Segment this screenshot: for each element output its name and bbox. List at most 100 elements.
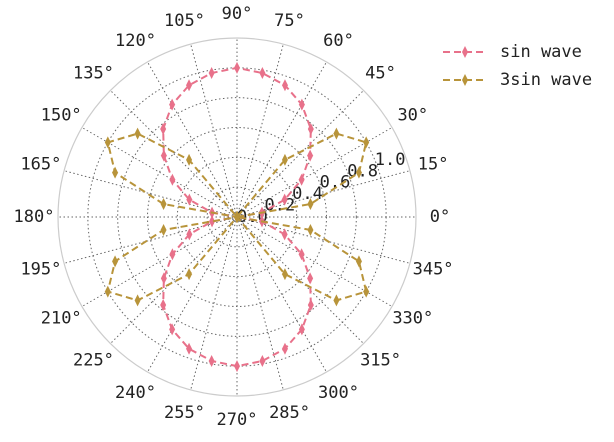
x-tick-label: 60° bbox=[323, 31, 354, 51]
x-tick-label: 285° bbox=[269, 403, 310, 423]
grid-line bbox=[190, 216, 238, 391]
x-tick-label: 150° bbox=[41, 106, 82, 126]
marker bbox=[259, 67, 266, 80]
marker bbox=[112, 255, 119, 268]
marker bbox=[234, 61, 240, 74]
marker bbox=[112, 166, 119, 179]
marker bbox=[355, 166, 362, 179]
x-tick-label: 270° bbox=[217, 410, 258, 430]
marker bbox=[104, 285, 111, 298]
x-tick-label: 105° bbox=[164, 11, 205, 31]
x-tick-label: 315° bbox=[360, 351, 401, 371]
y-tick-label: 0.6 bbox=[320, 173, 351, 193]
marker bbox=[234, 211, 240, 223]
marker bbox=[160, 298, 167, 311]
grid-line bbox=[117, 97, 357, 337]
grid-line bbox=[236, 216, 364, 344]
x-tick-label: 300° bbox=[318, 383, 359, 403]
grid-line bbox=[236, 216, 411, 264]
grid-line bbox=[81, 127, 238, 218]
marker bbox=[134, 127, 141, 140]
marker bbox=[298, 248, 305, 261]
marker bbox=[259, 354, 266, 367]
marker bbox=[104, 136, 111, 149]
marker bbox=[160, 149, 167, 162]
marker bbox=[307, 198, 314, 211]
marker bbox=[186, 153, 193, 166]
polar-frame bbox=[57, 37, 417, 397]
x-tick-label: 75° bbox=[274, 11, 305, 31]
grid-line bbox=[81, 216, 238, 307]
marker bbox=[234, 360, 240, 373]
marker bbox=[186, 268, 193, 281]
marker bbox=[209, 215, 216, 228]
marker bbox=[169, 248, 176, 261]
x-tick-label: 45° bbox=[365, 63, 396, 83]
marker bbox=[160, 123, 167, 136]
marker bbox=[160, 198, 167, 211]
grid-line bbox=[110, 216, 238, 344]
marker bbox=[298, 98, 305, 111]
x-tick-label: 225° bbox=[73, 351, 114, 371]
marker bbox=[363, 136, 370, 149]
marker bbox=[281, 228, 288, 241]
marker bbox=[281, 342, 288, 355]
grid-line bbox=[147, 216, 238, 373]
marker bbox=[333, 127, 340, 140]
grid-line bbox=[176, 156, 298, 278]
marker bbox=[281, 79, 288, 92]
x-tick-label: 30° bbox=[397, 106, 428, 126]
x-tick-label: 120° bbox=[115, 31, 156, 51]
marker bbox=[355, 255, 362, 268]
grid-line bbox=[236, 216, 327, 373]
marker bbox=[160, 223, 167, 236]
marker bbox=[186, 342, 193, 355]
x-tick-label: 240° bbox=[115, 383, 156, 403]
marker bbox=[307, 223, 314, 236]
y-tick-label: 0.4 bbox=[292, 184, 323, 204]
x-tick-label: 330° bbox=[392, 309, 433, 329]
marker bbox=[169, 323, 176, 336]
x-tick-label: 195° bbox=[20, 260, 61, 280]
marker bbox=[186, 193, 193, 206]
grid-line bbox=[190, 43, 238, 218]
grid-line bbox=[236, 216, 393, 307]
marker bbox=[186, 79, 193, 92]
marker bbox=[281, 153, 288, 166]
x-tick-label: 180° bbox=[14, 207, 55, 227]
x-tick-label: 135° bbox=[73, 63, 114, 83]
marker bbox=[307, 149, 314, 162]
legend-label: 3sin wave bbox=[500, 70, 592, 90]
marker bbox=[307, 272, 314, 285]
grid-line bbox=[147, 127, 327, 307]
x-tick-label: 90° bbox=[222, 4, 253, 24]
x-tick-label: 345° bbox=[413, 260, 454, 280]
marker bbox=[307, 298, 314, 311]
y-tick-label: 0.2 bbox=[265, 196, 296, 216]
grid-line bbox=[236, 170, 411, 218]
grid-line bbox=[110, 90, 238, 218]
grid-line bbox=[147, 61, 238, 218]
marker bbox=[363, 285, 370, 298]
marker bbox=[281, 268, 288, 281]
marker bbox=[134, 294, 141, 307]
marker bbox=[169, 98, 176, 111]
grid-line bbox=[87, 67, 387, 367]
x-tick-label: 0° bbox=[430, 207, 450, 227]
legend-label: sin wave bbox=[500, 42, 582, 62]
marker bbox=[333, 294, 340, 307]
x-tick-label: 210° bbox=[41, 309, 82, 329]
grid-line bbox=[206, 186, 268, 248]
x-tick-label: 165° bbox=[20, 154, 61, 174]
marker bbox=[281, 193, 288, 206]
marker bbox=[208, 67, 215, 80]
marker bbox=[298, 323, 305, 336]
legend-marker bbox=[462, 46, 468, 58]
x-tick-label: 255° bbox=[164, 403, 205, 423]
marker bbox=[298, 173, 305, 186]
y-tick-label: 1.0 bbox=[375, 150, 406, 170]
grid-line bbox=[236, 90, 364, 218]
marker bbox=[208, 354, 215, 367]
x-tick-label: 15° bbox=[418, 154, 449, 174]
